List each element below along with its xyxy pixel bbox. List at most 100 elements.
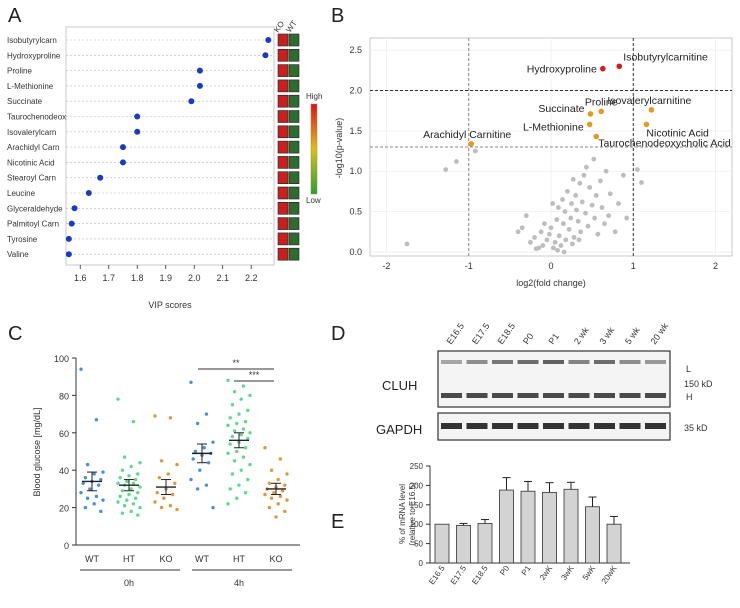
glucose-point	[269, 496, 274, 500]
glucose-point	[122, 455, 127, 459]
glucose-point	[228, 416, 232, 420]
glucose-point	[157, 475, 162, 480]
time-label-4h: 4h	[234, 578, 244, 588]
glucose-point	[122, 504, 127, 508]
panel-letter-c: C	[8, 323, 22, 345]
glucose-point	[278, 457, 283, 461]
heatmap-cell	[277, 110, 289, 123]
heatmap-cell	[277, 125, 289, 139]
volcano-grey-point	[606, 213, 611, 219]
volcano-point-label: Arachidyl Carnitine	[423, 129, 511, 141]
volcano-grey-point	[583, 210, 588, 216]
mrna-bar	[563, 488, 579, 564]
volcano-grey-point	[562, 209, 568, 214]
heatmap-cell	[288, 247, 300, 261]
blot-band-gapdh	[492, 423, 513, 429]
vip-x-tick-label: 2.0	[188, 273, 201, 283]
volcano-grey-point	[532, 235, 537, 240]
glucose-point	[239, 468, 243, 472]
volcano-grey-point	[581, 172, 587, 178]
glucose-group-label: KO	[269, 554, 282, 564]
blot-lane-label: 5 wk	[623, 325, 642, 346]
vip-row-label: Leucine	[7, 189, 36, 198]
volcano-grey-point	[561, 249, 567, 255]
volcano-grey-point	[621, 172, 626, 178]
mrna-category-label: 20wK	[600, 563, 619, 585]
vip-row-label: Taurochenodeox	[7, 113, 66, 122]
volcano-grey-point	[550, 201, 556, 206]
glucose-point	[118, 494, 122, 499]
mrna-bar	[542, 491, 557, 564]
glucose-point	[267, 505, 272, 510]
volcano-point-label: Taurochenodeoxycholic Acid	[598, 138, 731, 150]
glucose-point	[175, 507, 179, 512]
glucose-group-label: WT	[195, 554, 209, 564]
volcano-point-label: Hydroxyproline	[527, 64, 597, 76]
vip-x-tick-label: 2.2	[245, 273, 258, 283]
vip-point	[134, 128, 141, 135]
glucose-point	[189, 380, 193, 385]
mrna-category-label: 3wK	[559, 563, 576, 581]
vip-row-label: Isovalerylcarn	[7, 128, 56, 137]
volcano-highlight-point	[586, 121, 593, 128]
volcano-grey-point	[577, 180, 583, 186]
glucose-point	[138, 505, 142, 510]
glucose-point	[228, 442, 232, 446]
glucose-point	[278, 494, 283, 499]
glucose-point	[248, 462, 252, 467]
volcano-point-label: Isovalerylcarnitine	[607, 95, 691, 107]
panel-letter-b: B	[331, 5, 344, 27]
volcano-grey-point	[602, 221, 607, 227]
vip-point	[262, 52, 269, 59]
volcano-x-axis-label: log2(fold change)	[516, 278, 586, 288]
blot-band-h	[594, 393, 615, 398]
glucose-point	[237, 483, 241, 487]
glucose-point	[226, 451, 230, 456]
glucose-point	[83, 505, 88, 510]
glucose-point	[230, 434, 235, 439]
heatmap-cell	[288, 64, 300, 77]
glucose-point	[276, 502, 280, 506]
glucose-point	[280, 489, 285, 493]
volcano-grey-point	[558, 243, 564, 248]
volcano-grey-point	[571, 235, 577, 240]
glucose-point	[99, 477, 103, 482]
glucose-group-label: WT	[85, 554, 99, 564]
glucose-point	[129, 487, 133, 491]
volcano-highlight-point	[468, 140, 474, 147]
blot-band-gapdh	[543, 423, 564, 429]
glucose-point	[235, 496, 239, 500]
glucose-point	[101, 470, 105, 474]
volcano-grey-point	[579, 199, 585, 205]
vip-row-label: Isobutyrylcarn	[7, 36, 57, 45]
glucose-point	[136, 513, 140, 517]
glucose-point	[206, 461, 211, 465]
mrna-bar	[606, 523, 622, 564]
vip-x-tick-label: 1.8	[131, 273, 144, 283]
glucose-y-tick-label: 0	[64, 541, 69, 551]
blot-band-l	[543, 360, 564, 364]
heatmap-cell	[277, 217, 289, 230]
glucose-point	[193, 449, 198, 454]
volcano-grey-point	[515, 229, 521, 235]
glucose-point	[125, 498, 129, 502]
glucose-point	[85, 462, 90, 467]
vip-row-label: Succinate	[7, 97, 43, 106]
glucose-point	[131, 419, 136, 424]
blot-band-h	[441, 393, 462, 398]
glucose-point	[204, 483, 209, 487]
heatmap-cell	[277, 33, 289, 47]
blot-band-gapdh	[441, 423, 462, 429]
sig-marker: **	[232, 358, 240, 368]
vip-point	[65, 251, 72, 258]
glucose-point	[226, 378, 230, 383]
glucose-point	[239, 397, 243, 401]
glucose-point	[116, 500, 120, 504]
vip-point	[97, 174, 104, 181]
blot-band-gapdh	[568, 423, 590, 429]
glucose-point	[248, 393, 252, 398]
mrna-y-label-line2: (relative to E16.5)	[408, 482, 417, 545]
volcano-grey-point	[597, 178, 603, 184]
glucose-point	[267, 481, 272, 485]
blot-band-gapdh	[645, 423, 666, 429]
